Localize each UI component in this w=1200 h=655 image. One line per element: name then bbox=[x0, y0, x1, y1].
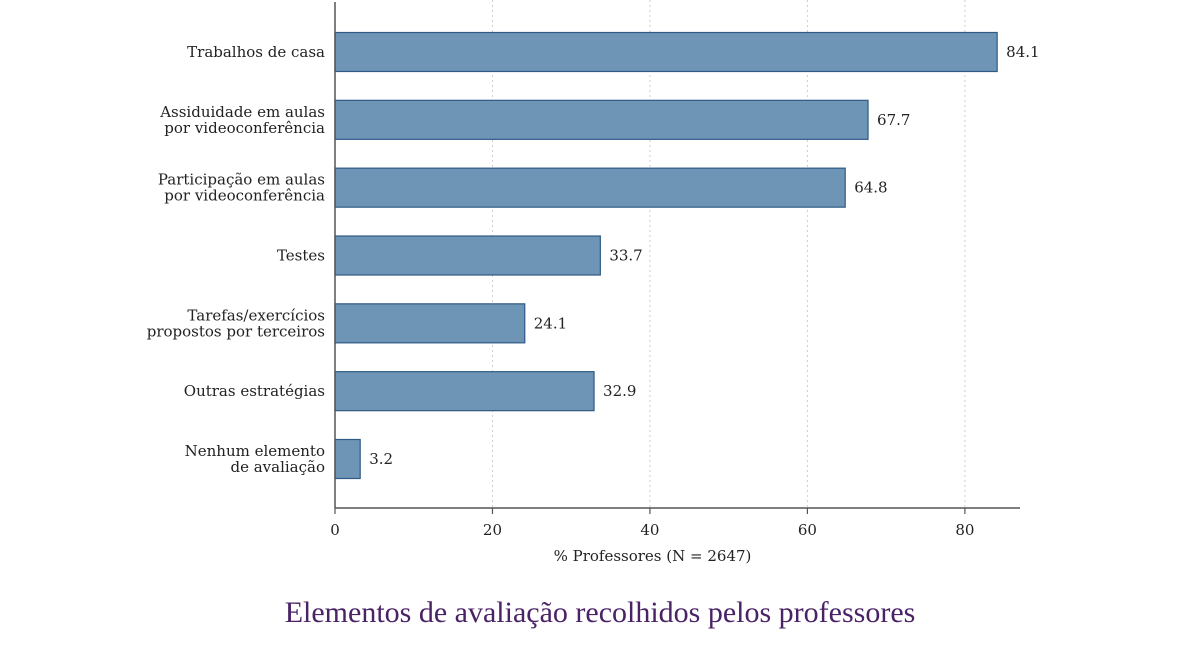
x-tick-label: 80 bbox=[955, 521, 974, 539]
bar bbox=[334, 371, 595, 412]
category-label: Assiduidade em aulas por videoconferência bbox=[159, 103, 325, 137]
x-ticks: 0 20 40 60 80 bbox=[330, 508, 974, 539]
value-labels: 84.1 67.7 64.8 33.7 24.1 32.9 3.2 bbox=[369, 43, 1039, 468]
bar bbox=[334, 31, 998, 73]
x-tick-label: 60 bbox=[798, 521, 817, 539]
bar-value-label: 3.2 bbox=[369, 450, 393, 468]
bar-chart: 0 20 40 60 80 Trabalhos de casa Assiduidade e… bbox=[147, 0, 1040, 565]
category-label: Nenhum elemento de avaliação bbox=[185, 442, 325, 476]
bars bbox=[334, 31, 998, 480]
bar-value-label: 67.7 bbox=[877, 111, 910, 129]
x-tick-label: 40 bbox=[640, 521, 659, 539]
x-tick-label: 20 bbox=[483, 521, 502, 539]
axes bbox=[334, 2, 1020, 509]
bar bbox=[334, 235, 601, 276]
x-axis-title: % Professores (N = 2647) bbox=[554, 547, 752, 565]
chart-caption: Elementos de avaliação recolhidos pelos … bbox=[284, 596, 916, 629]
category-label: Testes bbox=[277, 247, 325, 265]
bar-value-label: 24.1 bbox=[534, 314, 567, 332]
category-labels: Trabalhos de casa Assiduidade em aulas por… bbox=[147, 43, 325, 476]
bar bbox=[334, 438, 361, 480]
bar-value-label: 32.9 bbox=[603, 382, 636, 400]
category-label: Tarefas/exercícios propostos por terceiro… bbox=[147, 306, 325, 340]
bar-value-label: 64.8 bbox=[854, 179, 887, 197]
category-label: Outras estratégias bbox=[184, 382, 325, 400]
category-label: Trabalhos de casa bbox=[187, 43, 325, 61]
category-label: Participação em aulas por videoconferênci… bbox=[158, 171, 325, 205]
bar-value-label: 33.7 bbox=[609, 247, 642, 265]
bar-value-label: 84.1 bbox=[1006, 43, 1039, 61]
bar bbox=[334, 99, 869, 140]
x-tick-label: 0 bbox=[330, 521, 340, 539]
bar bbox=[334, 167, 846, 208]
bar bbox=[334, 303, 526, 344]
